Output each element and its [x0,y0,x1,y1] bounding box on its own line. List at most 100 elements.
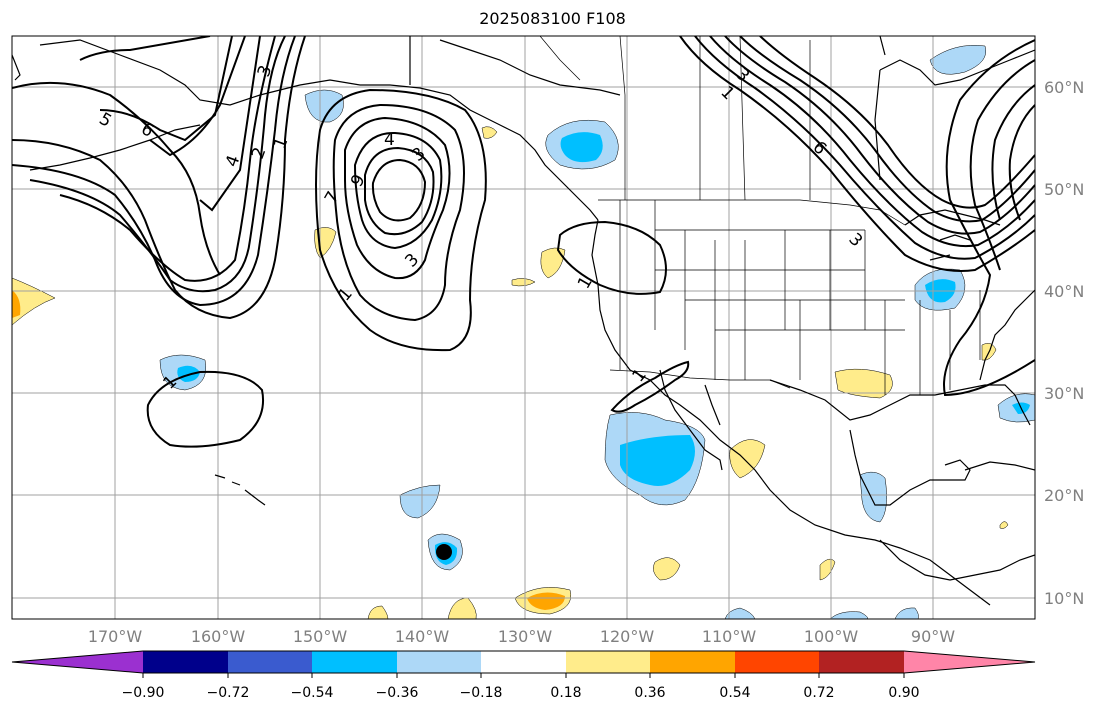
fill-light-blue [724,607,756,619]
lat-label: 60°N [1044,78,1084,97]
fill-yellow [834,368,893,399]
colorbar-tick-label: −0.54 [291,685,334,701]
fill-yellow [819,558,836,581]
lat-label: 10°N [1044,589,1084,608]
lon-label: 170°W [88,627,143,646]
colorbar [11,650,1036,678]
lat-label: 20°N [1044,486,1084,505]
contour-label: 2 [248,145,270,162]
contour-line [694,36,1035,260]
contour-lines [12,36,1035,448]
contour-line [332,103,465,322]
canada-provinces [539,36,811,201]
lon-label: 110°W [702,627,757,646]
map-area: 5 6 3 4 2 1 4 3 9 7 3 1 1 1 1 1 6 3 3 [12,36,1035,619]
hawaii [214,474,266,506]
contour-label: 1 [716,82,738,104]
state-lines [619,200,981,395]
central-america [879,539,1035,581]
fill-light-blue [829,611,869,619]
colorbar-segment [735,651,819,673]
fill-yellow [653,557,681,581]
contour-label: 4 [222,153,244,170]
fill-yellow [12,277,56,326]
contour-line [364,146,435,236]
colorbar-segment [143,651,228,673]
contour-label: 3 [844,229,866,251]
contour-line [146,370,264,448]
contour-line [991,84,1035,221]
colorbar-segment [228,651,312,673]
fill-yellow [447,597,477,619]
contour-label: 3 [731,64,753,86]
hudson-bay [874,36,1035,181]
contour-line [1008,104,1035,221]
east-coast [979,289,1035,381]
contour-line [344,116,451,280]
contour-label: 4 [384,130,395,150]
fill-light-blue [399,484,441,519]
fill-blue [560,132,603,163]
colorbar-tick-label: 0.72 [803,685,834,701]
colorbar-tick-label: 0.18 [550,685,581,701]
alaska-coast [12,39,599,221]
lon-label: 130°W [498,627,553,646]
fill-light-blue [894,607,919,619]
colorbar-extend-min [12,651,143,673]
colorbar-segment [650,651,735,673]
lon-label: 150°W [293,627,348,646]
lon-label: 160°W [191,627,246,646]
north-rockies [439,39,621,96]
yucatan [849,429,971,506]
gridlines [12,36,1035,619]
colorbar-tick-label: −0.72 [207,685,250,701]
lat-label: 30°N [1044,384,1084,403]
colorbar-tick-label: −0.18 [460,685,503,701]
fill-yellow [729,439,766,479]
longitude-labels: 170°W 160°W 150°W 140°W 130°W 120°W 110°… [88,627,955,646]
contour-line [79,36,211,61]
contour-line [371,158,427,222]
anomaly-fills [12,45,1035,619]
colorbar-extend-max [904,651,1035,673]
fill-yellow [367,605,389,619]
fill-yellow [481,126,498,139]
contour-line [12,36,306,320]
contour-label: 6 [808,137,830,159]
colorbar-tick-label: 0.54 [719,685,750,701]
fill-light-blue [859,471,887,523]
latitude-labels: 60°N 50°N 40°N 30°N 20°N 10°N [1044,78,1084,608]
contour-line [724,36,1035,235]
contour-line [943,39,1035,397]
contour-label: 1 [629,365,651,386]
colorbar-segment [566,651,650,673]
contour-line [739,36,1035,223]
lon-label: 100°W [804,627,859,646]
lat-label: 50°N [1044,180,1084,199]
colorbar-segment [312,651,397,673]
coastlines [12,36,1035,606]
lon-label: 140°W [395,627,450,646]
contour-line [679,36,1035,272]
fill-yellow [511,278,536,287]
colorbar-segment [481,651,566,673]
contour-line [12,36,296,307]
map-frame [11,35,1036,620]
map-title: 2025083100 F108 [479,9,626,28]
contour-label: 9 [347,171,370,190]
contour-label: 7 [321,188,344,207]
fill-light-blue [304,89,344,123]
colorbar-tick-labels: −0.90 −0.72 −0.54 −0.36 −0.18 0.18 0.36 … [122,685,920,701]
colorbar-tick-label: 0.36 [634,685,665,701]
contour-labels: 5 6 3 4 2 1 4 3 9 7 3 1 1 1 1 1 6 3 3 [96,63,867,394]
canada-coast [409,36,991,606]
contour-line [610,360,690,413]
contour-line [315,88,487,352]
cuba [964,461,1035,471]
colorbar-tick-label: 0.90 [888,685,919,701]
contour-line [149,36,246,157]
fill-yellow [540,247,566,279]
colorbar-tick-label: −0.36 [376,685,419,701]
fill-black-center [436,544,452,560]
